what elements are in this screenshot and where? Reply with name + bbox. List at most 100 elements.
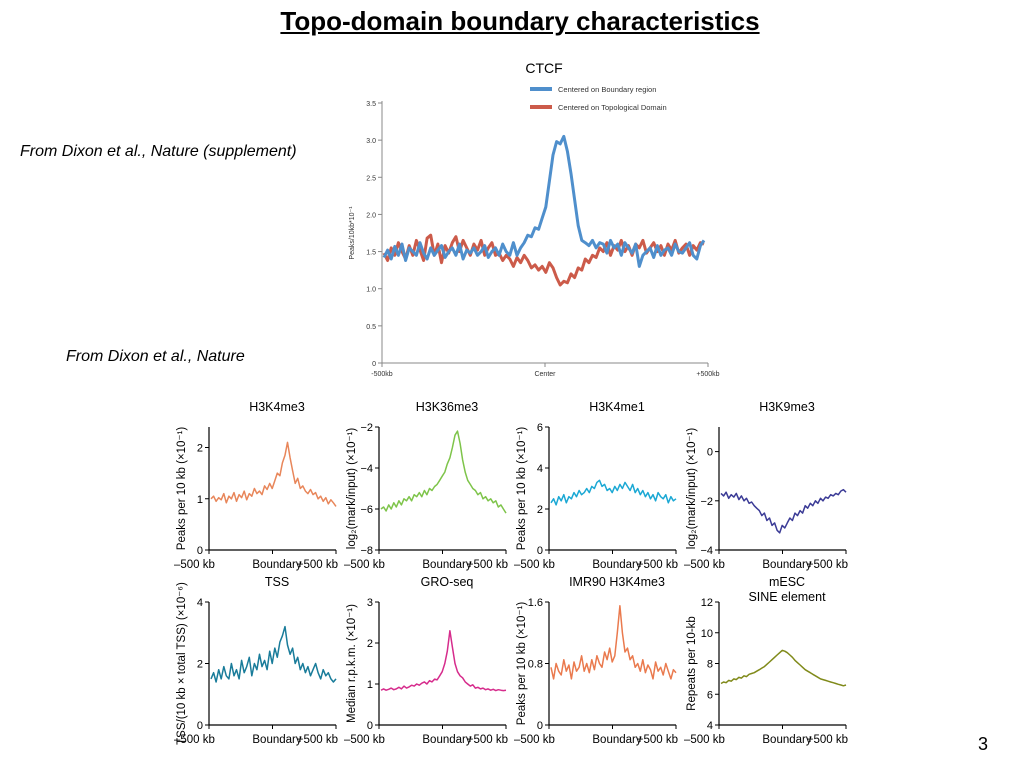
panel-y-tick-label: 10	[701, 628, 713, 640]
panel-x-tick-label: Boundary	[592, 734, 641, 746]
panel-x-tick-label: –500 kb	[684, 559, 725, 571]
panel-imr90: IMR90 H3K4me3 0 0.8 1.6 –500 kb Boundary+500 …	[514, 575, 678, 746]
panel-y-tick-label: 0	[707, 447, 713, 459]
panel-title: H3K9me3	[759, 400, 815, 414]
panel-x-tick-label: +500 kb	[807, 559, 848, 571]
ctcf-title: CTCF	[525, 60, 562, 76]
panel-x-tick-label: –500 kb	[344, 734, 385, 746]
panel-y-tick-label: −4	[700, 545, 713, 557]
ctcf-chart: CTCF 0 0.5 1.0 1.5 2.0 2.5 3.0 3.5 -500kb Center +5…	[340, 55, 730, 385]
panel-y-tick-label: 2	[197, 443, 203, 455]
ctcf-x-tick-label: -500kb	[371, 371, 393, 378]
panel-x-tick-label: –500 kb	[514, 734, 555, 746]
panel-y-tick-label: 0	[367, 720, 373, 732]
panel-y-tick-label: 1	[367, 679, 373, 691]
panel-y-tick-label: 2	[367, 638, 373, 650]
panel-series-line	[720, 649, 847, 687]
panel-series-line	[550, 605, 677, 680]
panel-y-tick-label: 0	[197, 720, 203, 732]
panel-title: H3K36me3	[416, 400, 479, 414]
histone-panel-grid: H3K4me3 0 1 2 –500 kb Boundary +500 kb Peaks pe…	[170, 395, 870, 750]
panel-y-tick-label: 4	[707, 720, 713, 732]
panel-y-tick-label: 4	[537, 463, 543, 475]
ctcf-y-tick-label: 0	[372, 361, 376, 368]
panel-y-label: Peaks per 10 kb (×10⁻¹)	[516, 427, 528, 551]
panel-series-line	[550, 479, 677, 506]
panel-h3k4me1: H3K4me1 0 2 4 6 –500 kb Boundary+500 kb Peaks p…	[514, 400, 678, 571]
panel-title: IMR90 H3K4me3	[569, 575, 665, 589]
panel-y-label: TSS/(10 kb × total TSS) (×10⁻⁶)	[176, 582, 188, 745]
panel-title: SINE element	[748, 590, 826, 604]
ctcf-y-tick-label: 1.0	[366, 287, 376, 294]
panel-groseq: GRO-seq 0 1 2 3 –500 kb Boundary+500 kb Median …	[344, 575, 508, 746]
panel-y-tick-label: 3	[367, 597, 373, 609]
panel-y-tick-label: 6	[707, 689, 713, 701]
panel-x-tick-label: –500 kb	[684, 734, 725, 746]
panel-y-tick-label: −6	[360, 504, 373, 516]
panel-x-tick-label: Boundary	[252, 559, 301, 571]
panel-x-tick-label: Boundary	[422, 734, 471, 746]
panel-y-tick-label: 8	[707, 659, 713, 671]
panel-x-tick-label: –500 kb	[174, 734, 215, 746]
ctcf-y-tick-label: 3.0	[366, 138, 376, 145]
panel-title: GRO-seq	[421, 575, 474, 589]
panel-x-tick-label: +500 kb	[637, 559, 678, 571]
panel-h3k4me3: H3K4me3 0 1 2 –500 kb Boundary+500 kb Peaks pe…	[174, 400, 338, 571]
ctcf-chart-svg: CTCF 0 0.5 1.0 1.5 2.0 2.5 3.0 3.5 -500kb Center +5…	[349, 60, 720, 378]
panel-y-label: Median r.p.k.m. (×10⁻¹)	[346, 604, 358, 723]
panel-title: mESC	[769, 575, 805, 589]
panel-y-label: Peaks per 10 kb (×10⁻¹)	[516, 602, 528, 726]
panel-x-tick-label: +500 kb	[807, 734, 848, 746]
panel-x-tick-label: +500 kb	[467, 559, 508, 571]
panel-series-line	[210, 625, 337, 683]
panel-x-tick-label: Boundary	[252, 734, 301, 746]
panel-x-tick-label: Boundary	[762, 559, 811, 571]
panel-y-tick-label: −4	[360, 463, 373, 475]
ctcf-y-tick-label: 2.0	[366, 212, 376, 219]
panel-x-tick-label: Boundary	[422, 559, 471, 571]
ctcf-legend-label: Centered on Boundary region	[558, 85, 656, 94]
panel-y-tick-label: 0.8	[528, 659, 543, 671]
ctcf-x-tick-label: +500kb	[696, 371, 719, 378]
panel-x-tick-label: –500 kb	[514, 559, 555, 571]
panel-y-tick-label: −8	[360, 545, 373, 557]
panel-y-label: log₂(mark/input) (×10⁻¹)	[686, 428, 698, 550]
ctcf-y-tick-label: 1.5	[366, 250, 376, 257]
panel-x-tick-label: +500 kb	[467, 734, 508, 746]
ctcf-series-line	[382, 134, 706, 268]
panel-series-line	[720, 488, 847, 534]
panel-y-tick-label: 2	[537, 504, 543, 516]
panel-y-tick-label: 1.6	[528, 597, 543, 609]
panel-y-label: Peaks per 10 kb (×10⁻¹)	[176, 427, 188, 551]
ctcf-y-tick-label: 0.5	[366, 324, 376, 331]
ctcf-x-tick-label: Center	[534, 371, 556, 378]
panel-title: H3K4me1	[589, 400, 645, 414]
panel-x-tick-label: Boundary	[762, 734, 811, 746]
panel-y-label: log₂(mark/input) (×10⁻¹)	[346, 428, 358, 550]
ctcf-legend-label: Centered on Topological Domain	[558, 103, 667, 112]
panel-x-tick-label: –500 kb	[344, 559, 385, 571]
slide-title: Topo-domain boundary characteristics	[280, 6, 760, 36]
panel-y-tick-label: 2	[197, 659, 203, 671]
panel-x-tick-label: Boundary	[592, 559, 641, 571]
panel-y-label: Repeats per 10-kb	[686, 616, 698, 711]
panel-y-tick-label: −2	[700, 496, 713, 508]
caption-nature: From Dixon et al., Nature	[66, 348, 245, 365]
panel-x-tick-label: +500 kb	[297, 559, 338, 571]
panel-tss: TSS 0 2 4 –500 kb Boundary+500 kb TSS/(10 kb ×…	[174, 575, 338, 746]
panel-y-tick-label: 1	[197, 494, 203, 506]
ctcf-y-tick-label: 2.5	[366, 175, 376, 182]
panel-series-line	[380, 629, 507, 692]
panel-y-tick-label: 4	[197, 597, 203, 609]
panel-y-tick-label: 0	[537, 720, 543, 732]
ctcf-y-label: Peaks/10kb*10⁻¹	[349, 206, 356, 260]
panel-h3k36me3: H3K36me3 −8 −6 −4 −2 –500 kb Boundary+500 kb lo…	[344, 400, 508, 571]
panel-series-line	[210, 441, 337, 507]
panel-x-tick-label: +500 kb	[637, 734, 678, 746]
slide-number: 3	[977, 734, 988, 754]
panel-x-tick-label: +500 kb	[297, 734, 338, 746]
panel-y-tick-label: 0	[537, 545, 543, 557]
panel-y-tick-label: 12	[701, 597, 713, 609]
